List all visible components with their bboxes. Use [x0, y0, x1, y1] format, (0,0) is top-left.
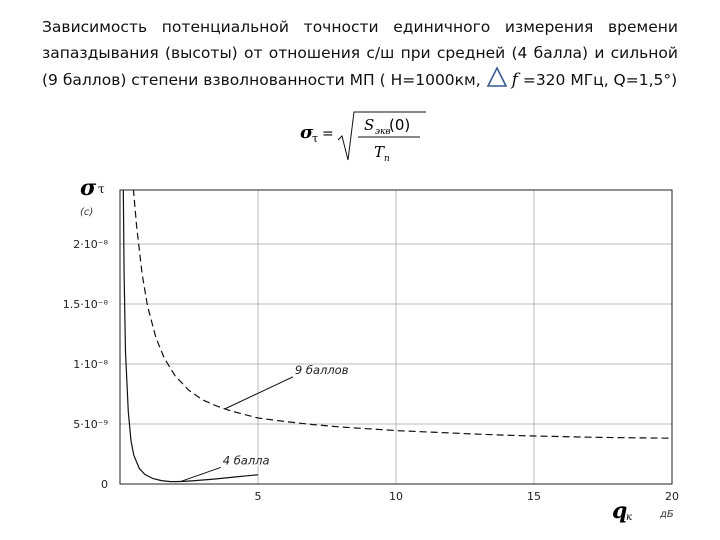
formula-sigma-icon: σ — [300, 122, 314, 143]
annotation-label: 4 балла — [223, 453, 270, 467]
x-tick-label: 10 — [389, 490, 403, 503]
y-tick-label: 0 — [101, 478, 108, 491]
series-lines — [122, 190, 672, 483]
caption-delta-f: f — [511, 70, 518, 90]
caption-part1: Зависимость потенциальной точности едини… — [42, 18, 678, 89]
y-tick-label: 2·10⁻⁸ — [73, 238, 108, 251]
formula-num-sub: экв — [375, 127, 391, 137]
formula-den-var: T — [374, 143, 385, 161]
formula-den-sub: n — [384, 154, 390, 164]
annotation-label: 9 баллов — [295, 363, 349, 377]
y-axis-symbol: σ — [80, 175, 97, 201]
sqrt-icon — [337, 111, 426, 161]
formula-lhs-sub: τ — [312, 132, 318, 145]
grid — [120, 190, 672, 484]
sigma-formula: σ τ = S экв (0) T n — [300, 111, 426, 164]
accuracy-chart: 5 10 15 20 0 5·10⁻⁹ 1·10⁻⁸ 1.5·10⁻⁸ 2·10⁻⁸ 9 бал… — [63, 175, 679, 524]
x-tick-label: 5 — [255, 490, 262, 503]
series-line-1 — [122, 190, 259, 483]
x-axis-unit: дБ — [659, 509, 674, 520]
formula-equals: = — [322, 126, 334, 142]
x-tick-label: 15 — [527, 490, 541, 503]
chart-caption: Зависимость потенциальной точности едини… — [42, 14, 678, 93]
x-axis-sub: к — [626, 512, 632, 523]
ticks: 5 10 15 20 0 5·10⁻⁹ 1·10⁻⁸ 1.5·10⁻⁸ 2·10⁻⁸ — [63, 238, 679, 503]
x-axis-symbol: q — [612, 498, 627, 524]
annotations: 9 баллов 4 балла — [180, 363, 349, 482]
formula-num-arg: (0) — [389, 116, 410, 134]
series-line-0 — [132, 190, 672, 439]
annotation-leader — [224, 376, 294, 410]
y-tick-label: 5·10⁻⁹ — [73, 418, 108, 431]
caption-part2: =320 МГц, Q=1,5°) — [522, 71, 678, 89]
y-axis-sub: τ — [98, 182, 105, 196]
plot-frame — [119, 189, 673, 485]
y-tick-label: 1.5·10⁻⁸ — [63, 298, 109, 311]
y-axis-unit: (c) — [80, 207, 93, 218]
y-tick-label: 1·10⁻⁸ — [73, 358, 108, 371]
annotation-leader — [180, 466, 221, 482]
delta-icon — [486, 66, 512, 93]
formula-num-var: S — [364, 116, 374, 134]
x-tick-label: 20 — [665, 490, 679, 503]
